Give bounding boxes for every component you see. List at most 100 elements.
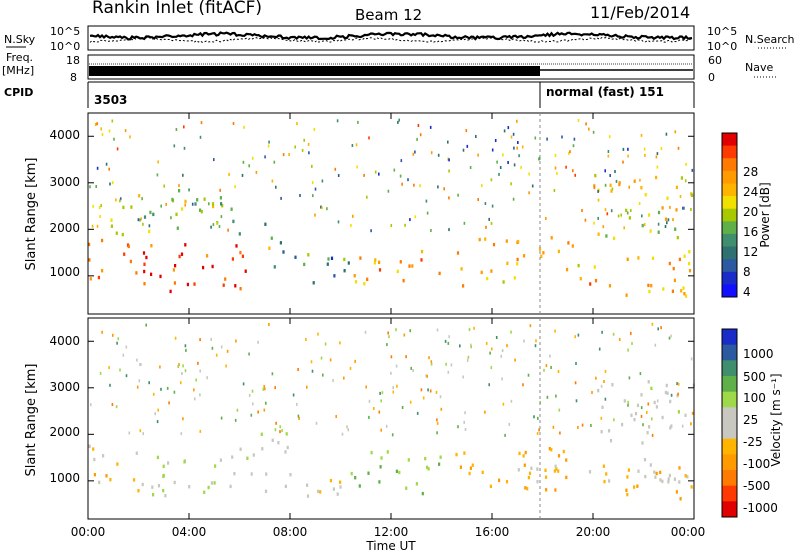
scatter-cell xyxy=(638,202,641,205)
scatter-cell xyxy=(667,218,670,222)
scatter-cell xyxy=(401,406,404,409)
scatter-cell xyxy=(264,387,266,391)
scatter-cell xyxy=(101,269,104,273)
scatter-cell xyxy=(98,206,101,209)
scatter-cell xyxy=(243,125,245,129)
scatter-cell xyxy=(315,421,318,425)
scatter-cell xyxy=(674,227,677,231)
scatter-cell xyxy=(554,464,557,468)
scatter-cell xyxy=(177,365,179,368)
scatter-cell xyxy=(370,450,373,455)
scatter-cell xyxy=(306,483,309,487)
scatter-cell xyxy=(464,411,466,415)
scatter-cell xyxy=(558,408,561,412)
scatter-cell xyxy=(150,272,153,276)
scatter-cell xyxy=(379,391,381,395)
scatter-cell xyxy=(326,207,328,211)
scatter-cell xyxy=(633,417,636,422)
scatter-cell xyxy=(429,389,432,393)
scatter-cell xyxy=(553,469,556,473)
scatter-cell xyxy=(478,237,481,242)
scatter-cell xyxy=(151,485,154,489)
scatter-cell xyxy=(408,264,411,268)
colorbar-segment xyxy=(722,145,737,159)
scatter-cell xyxy=(523,339,525,343)
scatter-cell xyxy=(142,432,144,436)
scatter-cell xyxy=(213,158,215,162)
scatter-cell xyxy=(463,451,466,455)
scatter-cell xyxy=(668,473,671,478)
scatter-cell xyxy=(523,463,526,467)
scatter-cell xyxy=(125,345,128,349)
scatter-cell xyxy=(343,257,346,262)
scatter-cell xyxy=(314,187,317,191)
scatter-cell xyxy=(330,256,334,260)
scatter-cell xyxy=(148,381,150,385)
scatter-cell xyxy=(486,276,489,281)
scatter-cell xyxy=(475,135,477,138)
scatter-cell xyxy=(604,369,607,373)
scatter-cell xyxy=(168,401,170,405)
scatter-cell xyxy=(545,217,547,220)
velocity-cb-tick-neg100: -100 xyxy=(743,457,770,471)
scatter-cell xyxy=(459,465,462,469)
scatter-cell xyxy=(197,361,199,365)
scatter-cell xyxy=(109,478,112,482)
scatter-cell xyxy=(400,159,403,163)
velocity-scatter xyxy=(88,322,695,501)
scatter-cell xyxy=(659,470,662,475)
colorbar-segment xyxy=(722,133,737,147)
colorbar-segment xyxy=(722,376,737,393)
scatter-cell xyxy=(129,259,132,264)
scatter-cell xyxy=(490,366,493,370)
scatter-cell xyxy=(522,454,525,458)
scatter-cell xyxy=(273,160,276,164)
scatter-cell xyxy=(416,411,419,415)
scatter-cell xyxy=(92,204,94,208)
scatter-cell xyxy=(485,341,488,345)
scatter-cell xyxy=(143,282,146,286)
station-title: Rankin Inlet (fitACF) xyxy=(92,0,262,18)
scatter-cell xyxy=(119,197,122,201)
scatter-cell xyxy=(573,137,576,141)
scatter-cell xyxy=(299,194,301,197)
scatter-cell xyxy=(419,133,422,137)
scatter-cell xyxy=(593,221,595,225)
scatter-cell xyxy=(130,205,133,209)
scatter-cell xyxy=(419,184,421,188)
scatter-cell xyxy=(136,385,139,389)
velocity-cb-tick-100: 100 xyxy=(743,391,766,405)
scatter-cell xyxy=(307,253,310,257)
scatter-cell xyxy=(417,124,420,127)
scatter-cell xyxy=(554,153,557,157)
scatter-cell xyxy=(636,403,640,408)
scatter-cell xyxy=(148,229,151,234)
scatter-cell xyxy=(232,122,235,125)
scatter-cell xyxy=(688,250,691,254)
scatter-cell xyxy=(436,418,438,422)
scatter-cell xyxy=(381,391,384,395)
scatter-cell xyxy=(535,339,537,343)
scatter-cell xyxy=(160,204,162,208)
scatter-cell xyxy=(623,226,625,230)
scatter-cell xyxy=(673,278,676,283)
scatter-cell xyxy=(265,401,267,405)
scatter-cell xyxy=(178,254,181,259)
scatter-cell xyxy=(626,211,629,215)
scatter-cell xyxy=(643,458,647,462)
scatter-cell xyxy=(135,451,138,455)
scatter-cell xyxy=(664,225,667,228)
scatter-cell xyxy=(178,189,181,193)
scatter-cell xyxy=(252,402,254,406)
scatter-cell xyxy=(460,267,463,271)
scatter-cell xyxy=(675,208,678,212)
scatter-cell xyxy=(219,188,221,192)
scatter-cell xyxy=(386,450,389,454)
scatter-cell xyxy=(335,415,337,418)
scatter-cell xyxy=(90,403,92,407)
scatter-cell xyxy=(378,172,380,176)
scatter-cell xyxy=(251,156,254,160)
freq-left-tick-top: 18 xyxy=(66,54,80,67)
scatter-cell xyxy=(557,469,560,473)
scatter-cell xyxy=(445,362,447,366)
